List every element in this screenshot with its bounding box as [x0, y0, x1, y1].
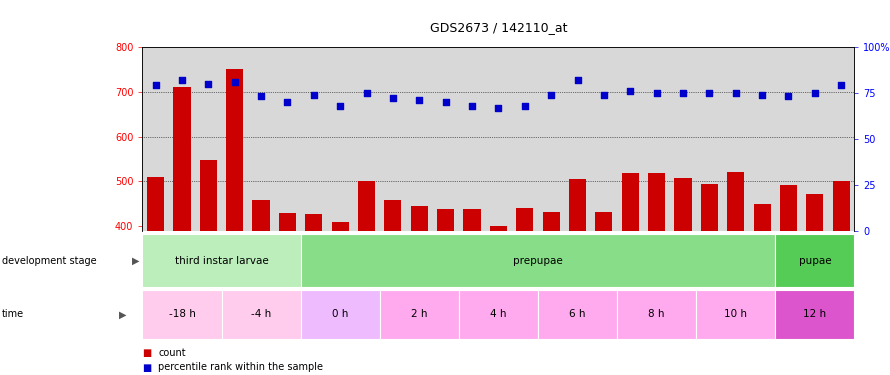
Text: percentile rank within the sample: percentile rank within the sample [158, 363, 323, 372]
Text: development stage: development stage [2, 256, 96, 266]
Bar [754, 204, 771, 375]
Point [650, 90, 664, 96]
Point [676, 90, 690, 96]
Text: third instar larvae: third instar larvae [174, 256, 269, 266]
Bar [490, 226, 507, 375]
Bar [380, 290, 459, 339]
Bar [516, 208, 533, 375]
Text: 6 h: 6 h [570, 309, 586, 320]
Text: prepupae: prepupae [513, 256, 562, 266]
Text: 4 h: 4 h [490, 309, 506, 320]
Bar [648, 173, 665, 375]
Bar [727, 172, 744, 375]
Bar [174, 87, 190, 375]
Bar [538, 290, 617, 339]
Point [280, 99, 295, 105]
Bar [459, 290, 538, 339]
Bar [700, 184, 718, 375]
Point [544, 92, 558, 98]
Bar [410, 206, 428, 375]
Bar [775, 234, 854, 287]
Bar [301, 290, 380, 339]
Point [149, 82, 163, 88]
Text: GDS2673 / 142110_at: GDS2673 / 142110_at [430, 21, 567, 34]
Bar [437, 209, 454, 375]
Bar [142, 234, 301, 287]
Text: ■: ■ [142, 363, 151, 372]
Bar [806, 194, 823, 375]
Bar [226, 69, 243, 375]
Bar [464, 209, 481, 375]
Point [834, 82, 848, 88]
Text: 0 h: 0 h [332, 309, 348, 320]
Bar [358, 182, 375, 375]
Bar [617, 290, 696, 339]
Bar [147, 177, 164, 375]
Text: pupae: pupae [798, 256, 831, 266]
Bar [279, 213, 296, 375]
Point [808, 90, 822, 96]
Point [702, 90, 716, 96]
Point [729, 90, 743, 96]
Point [755, 92, 769, 98]
Bar [543, 212, 560, 375]
Point [254, 93, 268, 99]
Text: ■: ■ [142, 348, 151, 358]
Bar [833, 182, 850, 375]
Text: 10 h: 10 h [724, 309, 748, 320]
Bar [199, 160, 217, 375]
Point [518, 103, 532, 109]
Point [597, 92, 611, 98]
Text: time: time [2, 309, 24, 320]
Point [360, 90, 374, 96]
Point [491, 105, 506, 111]
Point [465, 103, 479, 109]
Bar [332, 222, 349, 375]
Point [333, 103, 347, 109]
Bar [775, 290, 854, 339]
Bar [253, 200, 270, 375]
Point [307, 92, 321, 98]
Bar [301, 234, 775, 287]
Text: count: count [158, 348, 186, 358]
Point [570, 77, 585, 83]
Point [228, 79, 242, 85]
Text: -4 h: -4 h [251, 309, 271, 320]
Point [439, 99, 453, 105]
Text: 2 h: 2 h [411, 309, 427, 320]
Text: -18 h: -18 h [168, 309, 196, 320]
Bar [222, 290, 301, 339]
Point [412, 97, 426, 103]
Text: 8 h: 8 h [649, 309, 665, 320]
Point [623, 88, 637, 94]
Bar [595, 212, 612, 375]
Point [385, 95, 400, 101]
Text: ▶: ▶ [119, 309, 126, 320]
Bar [569, 179, 587, 375]
Bar [675, 178, 692, 375]
Point [201, 81, 215, 87]
Bar [696, 290, 775, 339]
Bar [305, 214, 322, 375]
Bar [780, 185, 797, 375]
Bar [384, 200, 401, 375]
Bar [142, 290, 222, 339]
Bar [622, 173, 639, 375]
Text: 12 h: 12 h [804, 309, 827, 320]
Point [781, 93, 796, 99]
Text: ▶: ▶ [132, 256, 139, 266]
Point [174, 77, 189, 83]
